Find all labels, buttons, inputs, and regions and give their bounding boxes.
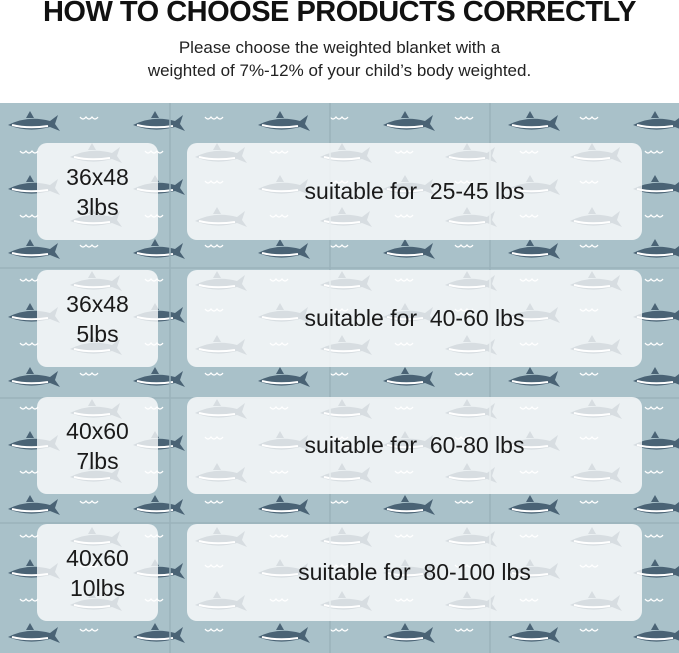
size-row: 40x60 10lbs suitable for 80-100 lbs — [0, 524, 679, 621]
size-dimensions: 40x60 — [66, 417, 129, 444]
size-dimensions: 40x60 — [66, 544, 129, 571]
size-box: 36x48 5lbs — [37, 270, 158, 367]
size-row: 40x60 7lbs suitable for 60-80 lbs — [0, 397, 679, 494]
page-title: HOW TO CHOOSE PRODUCTS CORRECTLY — [42, 0, 637, 28]
suitable-range: suitable for 25-45 lbs — [187, 143, 642, 240]
size-row: 36x48 3lbs suitable for 25-45 lbs — [0, 143, 679, 240]
size-weight: 5lbs — [76, 320, 119, 347]
size-dimensions: 36x48 — [66, 163, 129, 190]
size-weight: 3lbs — [76, 193, 119, 220]
size-box: 40x60 7lbs — [37, 397, 158, 494]
subtitle-line-2: weighted of 7%-12% of your child’s body … — [147, 61, 532, 80]
size-weight: 10lbs — [70, 574, 125, 601]
suitable-range: suitable for 40-60 lbs — [187, 270, 642, 367]
size-box: 40x60 10lbs — [37, 524, 158, 621]
suitable-range: suitable for 60-80 lbs — [187, 397, 642, 494]
size-box: 36x48 3lbs — [37, 143, 158, 240]
size-dimensions: 36x48 — [66, 290, 129, 317]
suitable-range: suitable for 80-100 lbs — [187, 524, 642, 621]
size-row: 36x48 5lbs suitable for 40-60 lbs — [0, 270, 679, 367]
size-weight: 7lbs — [76, 447, 119, 474]
subtitle: Please choose the weighted blanket with … — [0, 36, 679, 82]
subtitle-line-1: Please choose the weighted blanket with … — [178, 38, 501, 57]
